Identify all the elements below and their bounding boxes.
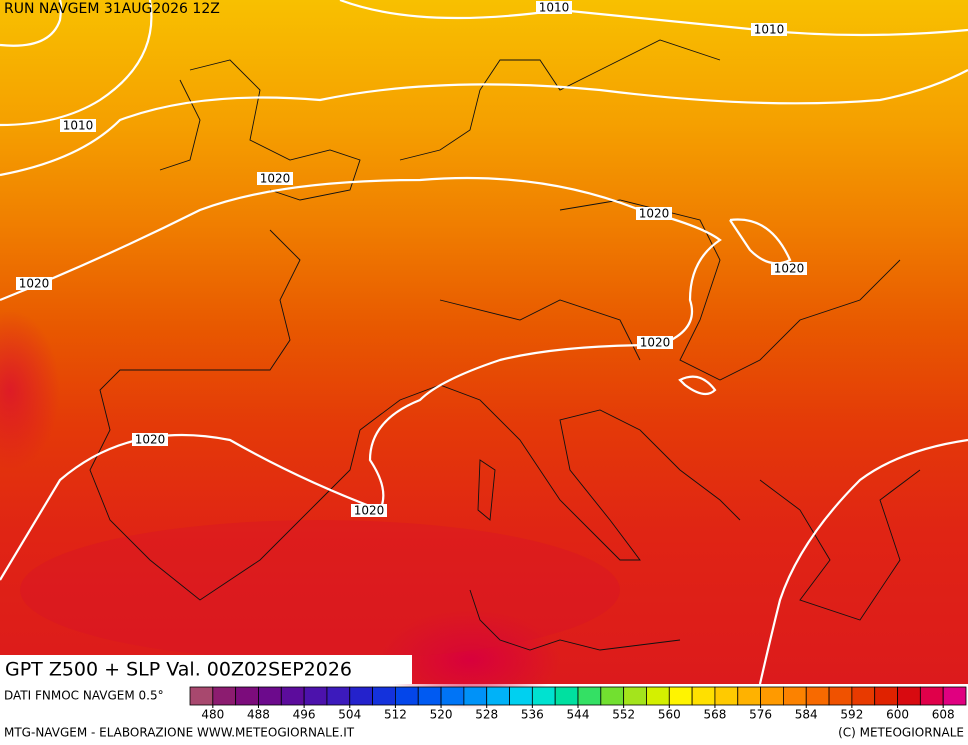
isobar-label: 1020: [639, 207, 670, 221]
colorbar-swatch: [440, 686, 465, 706]
colorbar-swatch: [463, 686, 488, 706]
isobar-label: 1020: [260, 172, 291, 186]
run-label: RUN NAVGEM 31AUG2026 12Z: [4, 1, 220, 17]
field-background: [0, 0, 968, 684]
colorbar-swatch: [760, 686, 784, 706]
colorbar-swatch: [212, 686, 237, 706]
colorbar-swatch: [349, 686, 373, 706]
colorbar-swatch: [189, 686, 214, 706]
colorbar-swatch: [235, 686, 259, 706]
colorbar-tick-label: 520: [430, 708, 453, 722]
isobar-label: 1010: [754, 23, 785, 37]
colorbar-tick-label: 536: [521, 708, 544, 722]
colorbar-swatch: [668, 686, 693, 706]
colorbar-swatch: [531, 686, 556, 706]
isobar-label: 1020: [135, 433, 166, 447]
colorbar-swatch: [714, 686, 739, 706]
colorbar-tick-label: 544: [567, 708, 590, 722]
colorbar-swatch: [395, 686, 419, 706]
colorbar: 480 488 496 504 512 520 528 536 544 552 560 568 576 5…: [189, 686, 967, 722]
colorbar-swatch: [942, 686, 967, 706]
colorbar-swatch: [372, 686, 396, 706]
colorbar-tick-label: 552: [612, 708, 635, 722]
colorbar-swatch: [919, 686, 944, 706]
copyright: (C) METEOGIORNALE: [838, 726, 964, 740]
colorbar-swatch: [897, 686, 921, 706]
colorbar-swatch: [805, 686, 830, 706]
colorbar-tick-label: 584: [795, 708, 818, 722]
colorbar-swatch: [828, 686, 853, 706]
isobar-label: 1020: [640, 336, 671, 350]
colorbar-swatch: [486, 686, 510, 706]
colorbar-tick-label: 496: [293, 708, 316, 722]
colorbar-tick-label: 608: [932, 708, 955, 722]
colorbar-tick-label: 576: [749, 708, 772, 722]
isobar-label: 1010: [539, 1, 570, 15]
colorbar-swatch: [577, 686, 602, 706]
colorbar-tick-label: 480: [201, 708, 224, 722]
data-source: DATI FNMOC NAVGEM 0.5°: [4, 689, 164, 703]
colorbar-tick-label: 568: [703, 708, 726, 722]
field-maximum: [0, 310, 60, 470]
colorbar-swatch: [783, 686, 807, 706]
title-box: [0, 655, 412, 684]
colorbar-swatch: [280, 686, 305, 706]
field-band: [20, 520, 620, 660]
colorbar-swatch: [737, 686, 761, 706]
colorbar-swatch: [303, 686, 328, 706]
isobar-label: 1020: [774, 262, 805, 276]
colorbar-tick-label: 600: [886, 708, 909, 722]
colorbar-tick-label: 560: [658, 708, 681, 722]
credit: MTG-NAVGEM - ELABORAZIONE WWW.METEOGIORN…: [4, 726, 355, 740]
colorbar-swatch: [326, 686, 351, 706]
field-maximum: [380, 610, 560, 710]
colorbar-swatch: [258, 686, 282, 706]
colorbar-swatch: [874, 686, 898, 706]
colorbar-tick-label: 504: [338, 708, 361, 722]
colorbar-swatch: [646, 686, 670, 706]
colorbar-tick-label: 592: [840, 708, 863, 722]
colorbar-tick-label: 488: [247, 708, 270, 722]
colorbar-swatch: [691, 686, 716, 706]
colorbar-tick-label: 512: [384, 708, 407, 722]
isobar-label: 1020: [354, 504, 385, 518]
isobar-label: 1020: [19, 277, 50, 291]
colorbar-swatch: [554, 686, 579, 706]
colorbar-swatch: [623, 686, 647, 706]
isobar-label: 1010: [63, 119, 94, 133]
isobar-labels: 1010 1010 1010 1020 1020 1020 1020 1020 …: [18, 0, 805, 518]
colorbar-swatch: [509, 686, 533, 706]
colorbar-swatch: [851, 686, 876, 706]
colorbar-swatch: [417, 686, 442, 706]
colorbar-tick-label: 528: [475, 708, 498, 722]
coastlines: [89, 39, 921, 651]
colorbar-swatch: [600, 686, 625, 706]
map-title: GPT Z500 + SLP Val. 00Z02SEP2026: [5, 659, 352, 681]
